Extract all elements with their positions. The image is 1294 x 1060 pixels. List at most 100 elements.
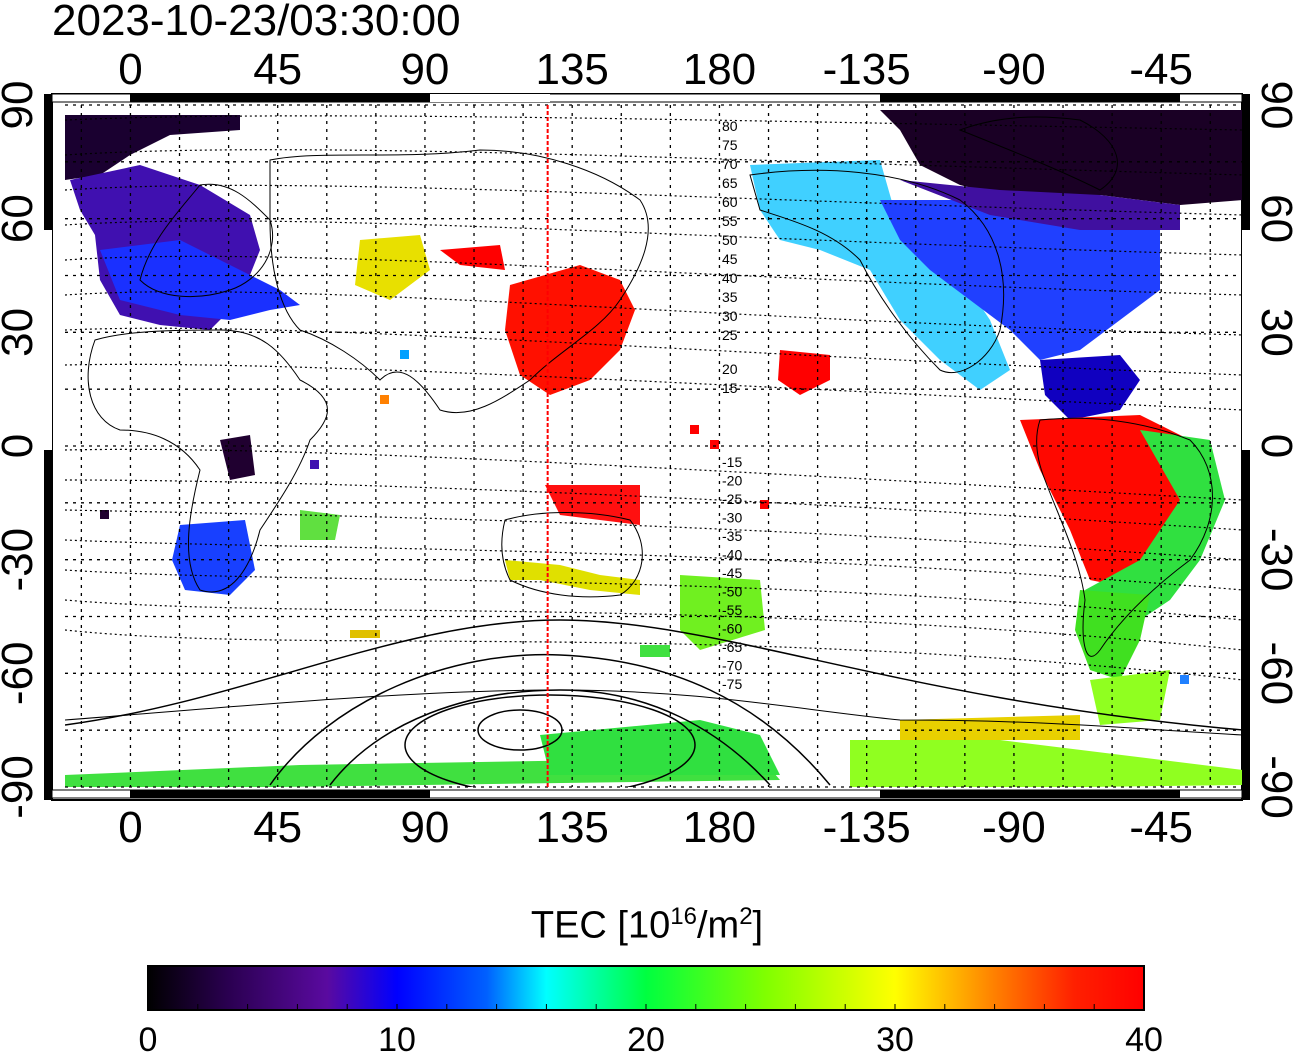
tec-patch-na-purple [900, 180, 1180, 230]
longitude-ticks-top: 0 45 90 135 180 -135 -90 -45 [118, 45, 1193, 94]
tec-patch-nz [680, 575, 765, 650]
tec-point [640, 645, 670, 657]
mlat-label: -70 [722, 658, 742, 674]
mlat-label: -15 [722, 454, 742, 470]
lon-tick-bottom: 90 [400, 803, 449, 852]
lat-tick-left: -30 [0, 528, 42, 592]
mlat-label: 80 [722, 118, 738, 134]
tec-patch-antarctic-west [65, 745, 780, 787]
lat-tick-right: -60 [1252, 642, 1294, 706]
tec-point [380, 395, 389, 404]
mlat-label: 35 [722, 289, 738, 305]
colorbar-tick-label: 30 [876, 1021, 914, 1059]
graticule [65, 104, 1243, 788]
mlat-label: -75 [722, 676, 742, 692]
mlat-label: 20 [722, 361, 738, 377]
colorbar-title: TEC [1016/m2] [530, 903, 764, 947]
lon-tick-top: 0 [118, 45, 142, 94]
tec-point [350, 630, 380, 638]
lon-tick-top: -90 [982, 45, 1046, 94]
south-pole-contours [65, 619, 1243, 787]
tec-point [400, 350, 409, 359]
magnetic-latitude-labels: 80 75 70 65 60 55 50 45 40 35 30 25 20 15 -15 -20 -25 -30… [722, 118, 742, 692]
latitude-ticks-left: 90 60 30 0 -30 -60 -90 [0, 81, 42, 819]
lon-tick-bottom: 135 [535, 803, 608, 852]
lon-tick-top: -135 [823, 45, 911, 94]
colorbar-tick-label: 10 [378, 1021, 416, 1059]
top-bar-black [880, 94, 1180, 102]
lon-tick-bottom: 45 [253, 803, 302, 852]
mlat-label: 65 [722, 175, 738, 191]
left-bar-white [44, 230, 52, 450]
mlat-label: -30 [722, 510, 742, 526]
mlat-label: -40 [722, 547, 742, 563]
lon-tick-top: 135 [535, 45, 608, 94]
colorbar-tick-label: 0 [138, 1021, 158, 1059]
right-bar-white [1242, 230, 1250, 450]
latitude-ticks-right: 90 60 30 0 -30 -60 -90 [1252, 81, 1294, 819]
tec-patch-africa-dark [220, 435, 255, 480]
tec-patch-arctic-east [880, 110, 1243, 205]
mlat-label: -20 [722, 473, 742, 489]
mlat-label: 15 [722, 380, 738, 396]
coastlines [65, 116, 1243, 736]
tec-patch-east-asia [505, 265, 635, 395]
tec-point [760, 500, 769, 509]
lon-tick-top: -45 [1129, 45, 1193, 94]
lon-tick-bottom: 180 [683, 803, 756, 852]
mlat-label: 60 [722, 194, 738, 210]
mlat-label: 30 [722, 308, 738, 324]
lat-tick-right: -30 [1252, 528, 1294, 592]
lon-tick-bottom: -90 [982, 803, 1046, 852]
lon-tick-top: 180 [683, 45, 756, 94]
tec-patch-europe-blue [100, 240, 300, 320]
mlat-label: -35 [722, 528, 742, 544]
lat-tick-right: -90 [1252, 755, 1294, 819]
left-bar-black [44, 450, 52, 570]
tec-point [100, 510, 109, 519]
mlat-label: -65 [722, 639, 742, 655]
lat-tick-left: 0 [0, 434, 42, 458]
mlat-label: -55 [722, 602, 742, 618]
mlat-label: 75 [722, 137, 738, 153]
tec-patch-antarctic-yellow [900, 715, 1080, 740]
colorbar-minor-ticks [147, 1004, 1145, 1010]
tec-patch-arctic-west [65, 115, 240, 180]
colorbar [147, 965, 1145, 1011]
colorbar-tick-label: 40 [1125, 1021, 1163, 1059]
tec-patch-sa-green [1085, 430, 1225, 620]
lat-tick-right: 30 [1252, 308, 1294, 357]
lat-tick-right: 0 [1252, 434, 1294, 458]
tec-point [690, 425, 699, 434]
lat-tick-left: -60 [0, 642, 42, 706]
mlat-label: 70 [722, 156, 738, 172]
tec-patch-mideast [355, 235, 430, 300]
lon-tick-bottom: 0 [118, 803, 142, 852]
mlat-label: 40 [722, 270, 738, 286]
lat-tick-left: -90 [0, 755, 42, 819]
magnetic-latitude-contours [65, 115, 1243, 681]
tec-patch-antarctic-east [850, 740, 1243, 787]
colorbar-tick-label: 20 [627, 1021, 665, 1059]
tec-point [710, 440, 719, 449]
lon-tick-bottom: -135 [823, 803, 911, 852]
mlat-label: -60 [722, 621, 742, 637]
mlat-label: 45 [722, 251, 738, 267]
bottom-bar-black [880, 790, 1180, 798]
lat-tick-left: 90 [0, 81, 42, 130]
lat-tick-right: 90 [1252, 81, 1294, 130]
lon-tick-bottom: -45 [1129, 803, 1193, 852]
top-bar-black [130, 94, 430, 102]
lat-tick-left: 60 [0, 194, 42, 243]
tec-point [1180, 675, 1189, 684]
mlat-label: 25 [722, 327, 738, 343]
mlat-label: -45 [722, 565, 742, 581]
lon-tick-top: 90 [400, 45, 449, 94]
tec-patch-sa-tip [1090, 670, 1170, 725]
mlat-label: -50 [722, 584, 742, 600]
mlat-label: 50 [722, 232, 738, 248]
timestamp-title: 2023-10-23/03:30:00 [52, 0, 461, 45]
tec-patch-madagascar [300, 510, 340, 540]
lon-tick-top: 45 [253, 45, 302, 94]
